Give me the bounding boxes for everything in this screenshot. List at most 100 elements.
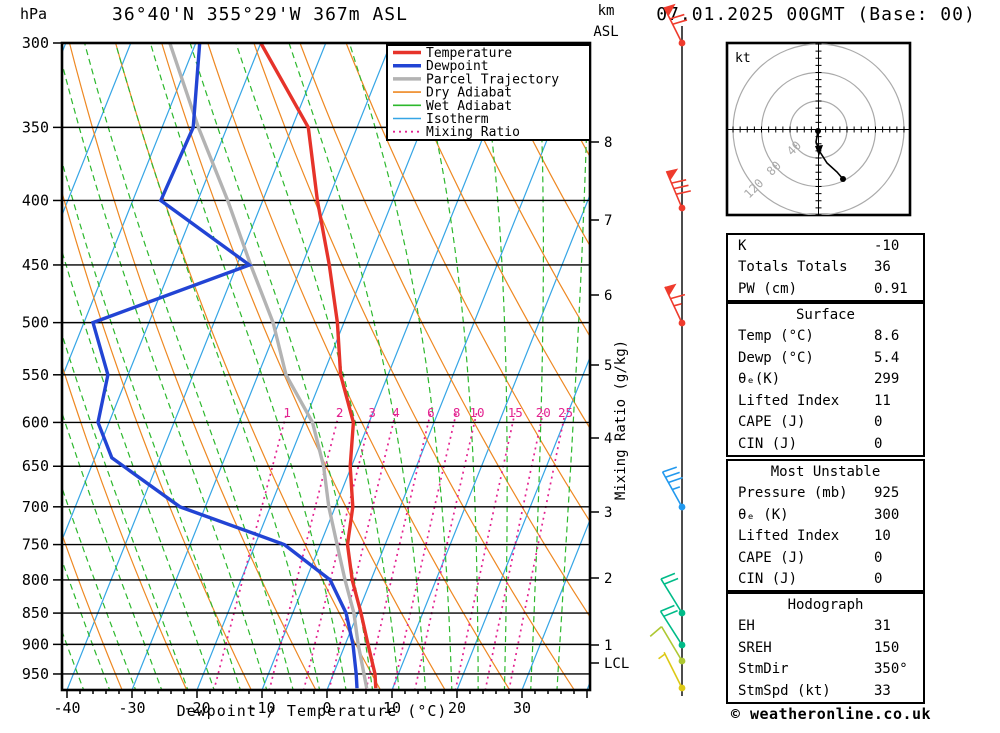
table-row: Dewp (°C) 5.4 bbox=[728, 347, 923, 369]
svg-text:3: 3 bbox=[368, 405, 376, 420]
svg-text:1: 1 bbox=[604, 638, 612, 654]
table-row-label: StmSpd (kt) bbox=[738, 682, 831, 699]
table-row: K -10 bbox=[728, 235, 923, 257]
km-axis-header-asl: ASL bbox=[593, 24, 619, 40]
table-row-value: 33 bbox=[874, 682, 891, 699]
legend-label-1: Dewpoint bbox=[426, 59, 489, 74]
svg-text:10: 10 bbox=[469, 405, 484, 420]
svg-text:550: 550 bbox=[22, 366, 49, 384]
svg-text:8: 8 bbox=[604, 135, 612, 151]
dewpoint-curve bbox=[90, 43, 359, 689]
data-table-hodograph: Hodograph EH 31 SREH 150 StmDir 350° StmSpd (kt… bbox=[726, 592, 925, 704]
svg-text:5: 5 bbox=[604, 358, 612, 374]
svg-text:6: 6 bbox=[427, 405, 435, 420]
svg-text:2: 2 bbox=[604, 571, 612, 587]
svg-text:500: 500 bbox=[22, 314, 49, 332]
data-table-surface: Surface Temp (°C) 8.6 Dewp (°C) 5.4 θₑ(K) 299 L… bbox=[726, 302, 925, 457]
table-row-label: Lifted Index bbox=[738, 392, 840, 409]
table-row-label: CIN (J) bbox=[738, 571, 798, 588]
svg-text:30: 30 bbox=[513, 699, 531, 717]
svg-text:300: 300 bbox=[22, 34, 49, 52]
svg-text:800: 800 bbox=[22, 571, 49, 589]
table-row-label: Lifted Index bbox=[738, 528, 840, 545]
svg-text:1: 1 bbox=[283, 405, 291, 420]
svg-text:600: 600 bbox=[22, 413, 49, 431]
table-row-label: StmDir bbox=[738, 661, 789, 678]
temperature-curve bbox=[259, 43, 378, 689]
svg-text:3: 3 bbox=[604, 505, 612, 521]
table-row-value: 0.91 bbox=[874, 280, 908, 297]
svg-text:LCL: LCL bbox=[604, 656, 629, 672]
svg-text:20: 20 bbox=[536, 405, 551, 420]
svg-text:950: 950 bbox=[22, 665, 49, 683]
table-row: CAPE (J) 0 bbox=[728, 412, 923, 434]
table-row-value: 11 bbox=[874, 392, 891, 409]
table-row-label: Pressure (mb) bbox=[738, 485, 848, 502]
wind-barb bbox=[659, 604, 686, 649]
temperature-axis-label: Dewpoint / Temperature (°C) bbox=[176, 702, 448, 720]
table-row: Totals Totals 36 bbox=[728, 257, 923, 279]
table-row: SREH 150 bbox=[728, 637, 923, 659]
table-row-label: Totals Totals bbox=[738, 259, 848, 276]
datetime-title: 07.01.2025 00GMT (Base: 00) bbox=[656, 4, 976, 25]
data-table-most-unstable: Most Unstable Pressure (mb) 925 θₑ (K) 300 Li… bbox=[726, 459, 925, 592]
wind-barb bbox=[660, 572, 686, 617]
plot-frame bbox=[60, 41, 592, 692]
table-row: θₑ (K) 300 bbox=[728, 504, 923, 526]
svg-text:20: 20 bbox=[448, 699, 466, 717]
svg-text:350: 350 bbox=[22, 118, 49, 136]
table-row: Lifted Index 11 bbox=[728, 390, 923, 412]
table-row-label: Dewp (°C) bbox=[738, 349, 814, 366]
legend-label-2: Parcel Trajectory bbox=[426, 72, 559, 87]
svg-text:-30: -30 bbox=[118, 699, 145, 717]
data-table-indices: K -10 Totals Totals 36 PW (cm) 0.91 bbox=[726, 233, 925, 302]
table-row-label: θₑ (K) bbox=[738, 506, 789, 523]
table-row: Temp (°C) 8.6 bbox=[728, 326, 923, 348]
table-row-value: 350° bbox=[874, 661, 908, 678]
table-row: CIN (J) 0 bbox=[728, 569, 923, 591]
hodograph-trace bbox=[815, 130, 844, 180]
svg-text:0: 0 bbox=[322, 699, 331, 717]
table-header: Surface bbox=[795, 306, 855, 323]
svg-text:900: 900 bbox=[22, 635, 49, 653]
table-row: CIN (J) 0 bbox=[728, 433, 923, 455]
legend-label-4: Wet Adiabat bbox=[426, 99, 512, 114]
table-row-value: 0 bbox=[874, 571, 883, 588]
table-row-value: 10 bbox=[874, 528, 891, 545]
mixing-ratio-axis-label: Mixing Ratio (g/kg) bbox=[613, 339, 629, 501]
pressure-axis-unit-label: hPa bbox=[20, 5, 48, 23]
table-row-label: CAPE (J) bbox=[738, 414, 806, 431]
table-row-value: -10 bbox=[874, 237, 900, 254]
svg-text:750: 750 bbox=[22, 536, 49, 554]
table-row-value: 150 bbox=[874, 639, 900, 656]
legend-label-3: Dry Adiabat bbox=[426, 86, 512, 101]
table-row-value: 8.6 bbox=[874, 328, 900, 345]
legend-label-6: Mixing Ratio bbox=[426, 125, 520, 140]
table-row-label: θₑ(K) bbox=[738, 371, 781, 388]
table-row: PW (cm) 0.91 bbox=[728, 278, 923, 300]
table-row-value: 0 bbox=[874, 549, 883, 566]
table-row-value: 925 bbox=[874, 485, 900, 502]
wind-barb bbox=[658, 651, 686, 692]
svg-text:400: 400 bbox=[22, 191, 49, 209]
svg-text:15: 15 bbox=[508, 405, 523, 420]
svg-text:10: 10 bbox=[383, 699, 401, 717]
table-row-label: K bbox=[738, 237, 747, 254]
table-row: StmSpd (kt) 33 bbox=[728, 680, 923, 702]
svg-text:7: 7 bbox=[604, 213, 612, 229]
wind-barb bbox=[663, 3, 688, 47]
table-row-value: 0 bbox=[874, 414, 883, 431]
wind-barb bbox=[665, 168, 691, 212]
table-row-label: EH bbox=[738, 618, 755, 635]
legend-label-5: Isotherm bbox=[426, 112, 489, 127]
table-row-value: 36 bbox=[874, 259, 891, 276]
axis-ticks-and-labels: 3003504004505005506006507007508008509009… bbox=[22, 34, 629, 717]
table-row-value: 299 bbox=[874, 371, 900, 388]
table-row-label: CAPE (J) bbox=[738, 549, 806, 566]
hodograph-arrow bbox=[815, 145, 823, 156]
table-row-label: CIN (J) bbox=[738, 435, 798, 452]
svg-text:850: 850 bbox=[22, 604, 49, 622]
km-axis-header: km ASL bbox=[584, 1, 628, 43]
